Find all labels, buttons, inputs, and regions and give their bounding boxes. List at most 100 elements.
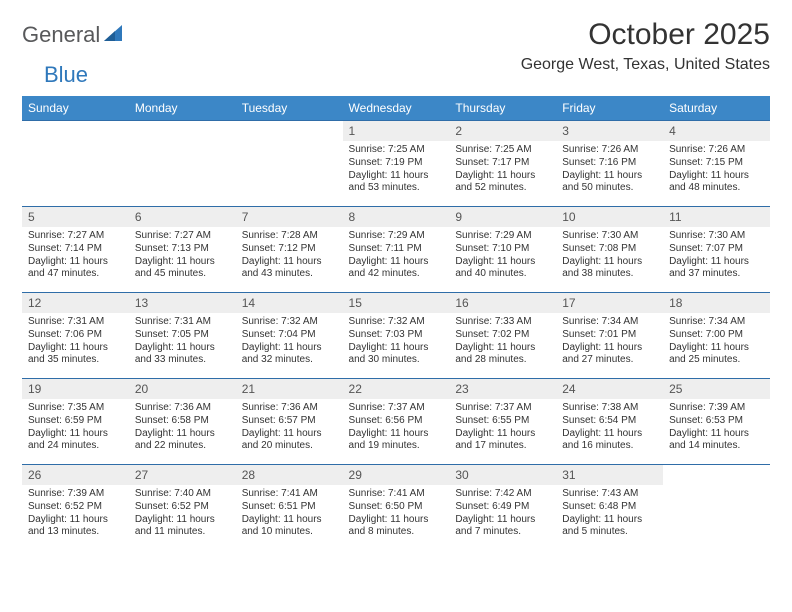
daylight-text: Daylight: 11 hours and 14 minutes. [669, 428, 764, 454]
day-number: 19 [22, 379, 129, 399]
day-number: 11 [663, 207, 770, 227]
sunrise-text: Sunrise: 7:39 AM [669, 402, 764, 415]
daylight-text: Daylight: 11 hours and 37 minutes. [669, 256, 764, 282]
daylight-text: Daylight: 11 hours and 8 minutes. [349, 514, 444, 540]
daylight-text: Daylight: 11 hours and 22 minutes. [135, 428, 230, 454]
calendar-cell: 17Sunrise: 7:34 AMSunset: 7:01 PMDayligh… [556, 293, 663, 379]
day-header: Tuesday [236, 96, 343, 121]
daylight-text: Daylight: 11 hours and 33 minutes. [135, 342, 230, 368]
sunrise-text: Sunrise: 7:41 AM [242, 488, 337, 501]
day-number: 13 [129, 293, 236, 313]
day-details: Sunrise: 7:30 AMSunset: 7:08 PMDaylight:… [556, 227, 663, 286]
calendar-row: 26Sunrise: 7:39 AMSunset: 6:52 PMDayligh… [22, 465, 770, 551]
sunset-text: Sunset: 6:58 PM [135, 415, 230, 428]
calendar-cell: 24Sunrise: 7:38 AMSunset: 6:54 PMDayligh… [556, 379, 663, 465]
calendar-cell: 14Sunrise: 7:32 AMSunset: 7:04 PMDayligh… [236, 293, 343, 379]
calendar-cell: 23Sunrise: 7:37 AMSunset: 6:55 PMDayligh… [449, 379, 556, 465]
daylight-text: Daylight: 11 hours and 24 minutes. [28, 428, 123, 454]
calendar-cell [129, 121, 236, 207]
day-details: Sunrise: 7:41 AMSunset: 6:51 PMDaylight:… [236, 485, 343, 544]
daylight-text: Daylight: 11 hours and 47 minutes. [28, 256, 123, 282]
daylight-text: Daylight: 11 hours and 28 minutes. [455, 342, 550, 368]
calendar-cell: 10Sunrise: 7:30 AMSunset: 7:08 PMDayligh… [556, 207, 663, 293]
day-details: Sunrise: 7:33 AMSunset: 7:02 PMDaylight:… [449, 313, 556, 372]
sunrise-text: Sunrise: 7:37 AM [455, 402, 550, 415]
day-number: 3 [556, 121, 663, 141]
daylight-text: Daylight: 11 hours and 10 minutes. [242, 514, 337, 540]
day-details: Sunrise: 7:37 AMSunset: 6:56 PMDaylight:… [343, 399, 450, 458]
sunset-text: Sunset: 7:01 PM [562, 329, 657, 342]
daylight-text: Daylight: 11 hours and 11 minutes. [135, 514, 230, 540]
day-number: 25 [663, 379, 770, 399]
sunrise-text: Sunrise: 7:27 AM [28, 230, 123, 243]
calendar-cell: 21Sunrise: 7:36 AMSunset: 6:57 PMDayligh… [236, 379, 343, 465]
day-number: 30 [449, 465, 556, 485]
daylight-text: Daylight: 11 hours and 32 minutes. [242, 342, 337, 368]
calendar-cell: 4Sunrise: 7:26 AMSunset: 7:15 PMDaylight… [663, 121, 770, 207]
sunset-text: Sunset: 6:54 PM [562, 415, 657, 428]
logo-text-general: General [22, 22, 100, 48]
sunrise-text: Sunrise: 7:26 AM [669, 144, 764, 157]
sunrise-text: Sunrise: 7:38 AM [562, 402, 657, 415]
sunset-text: Sunset: 6:52 PM [28, 501, 123, 514]
daylight-text: Daylight: 11 hours and 27 minutes. [562, 342, 657, 368]
day-number: 12 [22, 293, 129, 313]
calendar-cell: 2Sunrise: 7:25 AMSunset: 7:17 PMDaylight… [449, 121, 556, 207]
day-number: 31 [556, 465, 663, 485]
calendar-table: Sunday Monday Tuesday Wednesday Thursday… [22, 96, 770, 551]
calendar-cell [236, 121, 343, 207]
day-details: Sunrise: 7:31 AMSunset: 7:06 PMDaylight:… [22, 313, 129, 372]
calendar-cell: 9Sunrise: 7:29 AMSunset: 7:10 PMDaylight… [449, 207, 556, 293]
day-number: 8 [343, 207, 450, 227]
sunset-text: Sunset: 7:04 PM [242, 329, 337, 342]
logo-text-blue: Blue [22, 62, 88, 88]
calendar-cell: 7Sunrise: 7:28 AMSunset: 7:12 PMDaylight… [236, 207, 343, 293]
day-header: Thursday [449, 96, 556, 121]
day-details: Sunrise: 7:34 AMSunset: 7:01 PMDaylight:… [556, 313, 663, 372]
daylight-text: Daylight: 11 hours and 38 minutes. [562, 256, 657, 282]
day-details: Sunrise: 7:27 AMSunset: 7:13 PMDaylight:… [129, 227, 236, 286]
sunset-text: Sunset: 6:48 PM [562, 501, 657, 514]
sunset-text: Sunset: 7:15 PM [669, 157, 764, 170]
day-number: 7 [236, 207, 343, 227]
day-details: Sunrise: 7:31 AMSunset: 7:05 PMDaylight:… [129, 313, 236, 372]
sunrise-text: Sunrise: 7:34 AM [562, 316, 657, 329]
day-header-row: Sunday Monday Tuesday Wednesday Thursday… [22, 96, 770, 121]
sunset-text: Sunset: 6:57 PM [242, 415, 337, 428]
sunset-text: Sunset: 6:50 PM [349, 501, 444, 514]
sunset-text: Sunset: 7:14 PM [28, 243, 123, 256]
sunset-text: Sunset: 7:00 PM [669, 329, 764, 342]
daylight-text: Daylight: 11 hours and 17 minutes. [455, 428, 550, 454]
calendar-cell: 11Sunrise: 7:30 AMSunset: 7:07 PMDayligh… [663, 207, 770, 293]
calendar-cell: 19Sunrise: 7:35 AMSunset: 6:59 PMDayligh… [22, 379, 129, 465]
calendar-cell: 29Sunrise: 7:41 AMSunset: 6:50 PMDayligh… [343, 465, 450, 551]
calendar-cell: 28Sunrise: 7:41 AMSunset: 6:51 PMDayligh… [236, 465, 343, 551]
sunrise-text: Sunrise: 7:37 AM [349, 402, 444, 415]
sunrise-text: Sunrise: 7:25 AM [349, 144, 444, 157]
daylight-text: Daylight: 11 hours and 40 minutes. [455, 256, 550, 282]
sunset-text: Sunset: 7:12 PM [242, 243, 337, 256]
sunrise-text: Sunrise: 7:25 AM [455, 144, 550, 157]
location-label: George West, Texas, United States [521, 56, 770, 74]
calendar-cell: 6Sunrise: 7:27 AMSunset: 7:13 PMDaylight… [129, 207, 236, 293]
calendar-cell [663, 465, 770, 551]
day-details: Sunrise: 7:29 AMSunset: 7:10 PMDaylight:… [449, 227, 556, 286]
daylight-text: Daylight: 11 hours and 5 minutes. [562, 514, 657, 540]
daylight-text: Daylight: 11 hours and 48 minutes. [669, 170, 764, 196]
day-number: 5 [22, 207, 129, 227]
sunset-text: Sunset: 6:49 PM [455, 501, 550, 514]
sunrise-text: Sunrise: 7:27 AM [135, 230, 230, 243]
day-number: 29 [343, 465, 450, 485]
sunrise-text: Sunrise: 7:42 AM [455, 488, 550, 501]
calendar-cell: 25Sunrise: 7:39 AMSunset: 6:53 PMDayligh… [663, 379, 770, 465]
sunrise-text: Sunrise: 7:35 AM [28, 402, 123, 415]
daylight-text: Daylight: 11 hours and 25 minutes. [669, 342, 764, 368]
sunrise-text: Sunrise: 7:30 AM [562, 230, 657, 243]
sunset-text: Sunset: 7:19 PM [349, 157, 444, 170]
daylight-text: Daylight: 11 hours and 52 minutes. [455, 170, 550, 196]
sunset-text: Sunset: 6:55 PM [455, 415, 550, 428]
day-details: Sunrise: 7:29 AMSunset: 7:11 PMDaylight:… [343, 227, 450, 286]
day-number: 10 [556, 207, 663, 227]
calendar-cell: 27Sunrise: 7:40 AMSunset: 6:52 PMDayligh… [129, 465, 236, 551]
day-details: Sunrise: 7:27 AMSunset: 7:14 PMDaylight:… [22, 227, 129, 286]
